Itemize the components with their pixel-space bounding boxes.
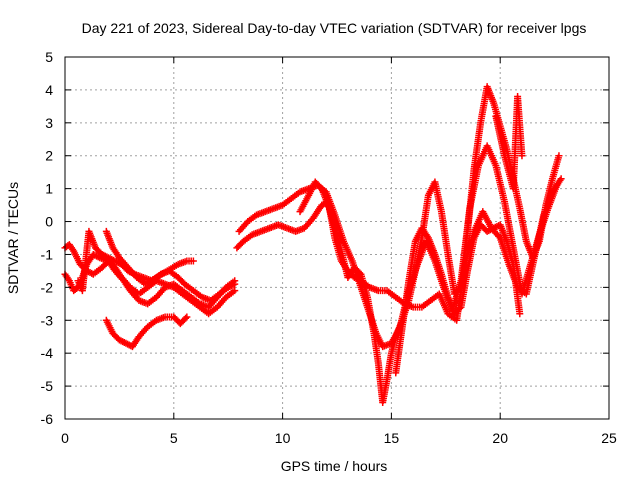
y-tick-label: 5 <box>45 49 53 65</box>
y-tick-label: 2 <box>45 148 53 164</box>
y-tick-label: -4 <box>41 345 54 361</box>
plot-frame <box>64 56 610 420</box>
data-point <box>555 152 563 160</box>
y-tick-label: 3 <box>45 115 53 131</box>
y-tick-label: 1 <box>45 181 53 197</box>
y-tick-label: -1 <box>41 246 54 262</box>
x-tick-label: 10 <box>275 430 291 446</box>
data-point <box>553 181 561 189</box>
series-trace-10 <box>492 92 526 193</box>
y-tick-label: 0 <box>45 214 53 230</box>
data-point <box>183 313 191 321</box>
x-tick-label: 20 <box>492 430 508 446</box>
data-point <box>516 310 524 318</box>
data-point <box>518 152 526 160</box>
chart-title: Day 221 of 2023, Sidereal Day-to-day VTE… <box>82 20 587 36</box>
axis-ticks: 0 5 10 15 20 25 -6 -5 -4 -3 -2 -1 0 1 2 3 4 5 <box>41 49 617 446</box>
data-point <box>231 287 239 295</box>
series-trace-5 <box>102 227 197 288</box>
y-tick-label: -6 <box>41 411 54 427</box>
x-tick-label: 25 <box>601 430 617 446</box>
y-axis-title: SDTVAR / TECUs <box>5 182 21 294</box>
series-trace-9 <box>392 221 524 377</box>
y-tick-label: -3 <box>41 312 54 328</box>
y-tick-label: 4 <box>45 82 53 98</box>
x-axis-title: GPS time / hours <box>281 458 388 474</box>
series-trace-3 <box>74 227 239 305</box>
data-point <box>189 257 197 265</box>
x-tick-label: 5 <box>170 430 178 446</box>
y-tick-label: -2 <box>41 279 54 295</box>
x-tick-label: 0 <box>61 430 69 446</box>
data-series <box>61 83 565 407</box>
interpolated-marker <box>182 314 190 322</box>
y-tick-label: -5 <box>41 378 54 394</box>
x-tick-label: 15 <box>384 430 400 446</box>
data-point <box>557 175 565 183</box>
data-point <box>231 280 239 288</box>
series-trace-4 <box>102 313 191 351</box>
